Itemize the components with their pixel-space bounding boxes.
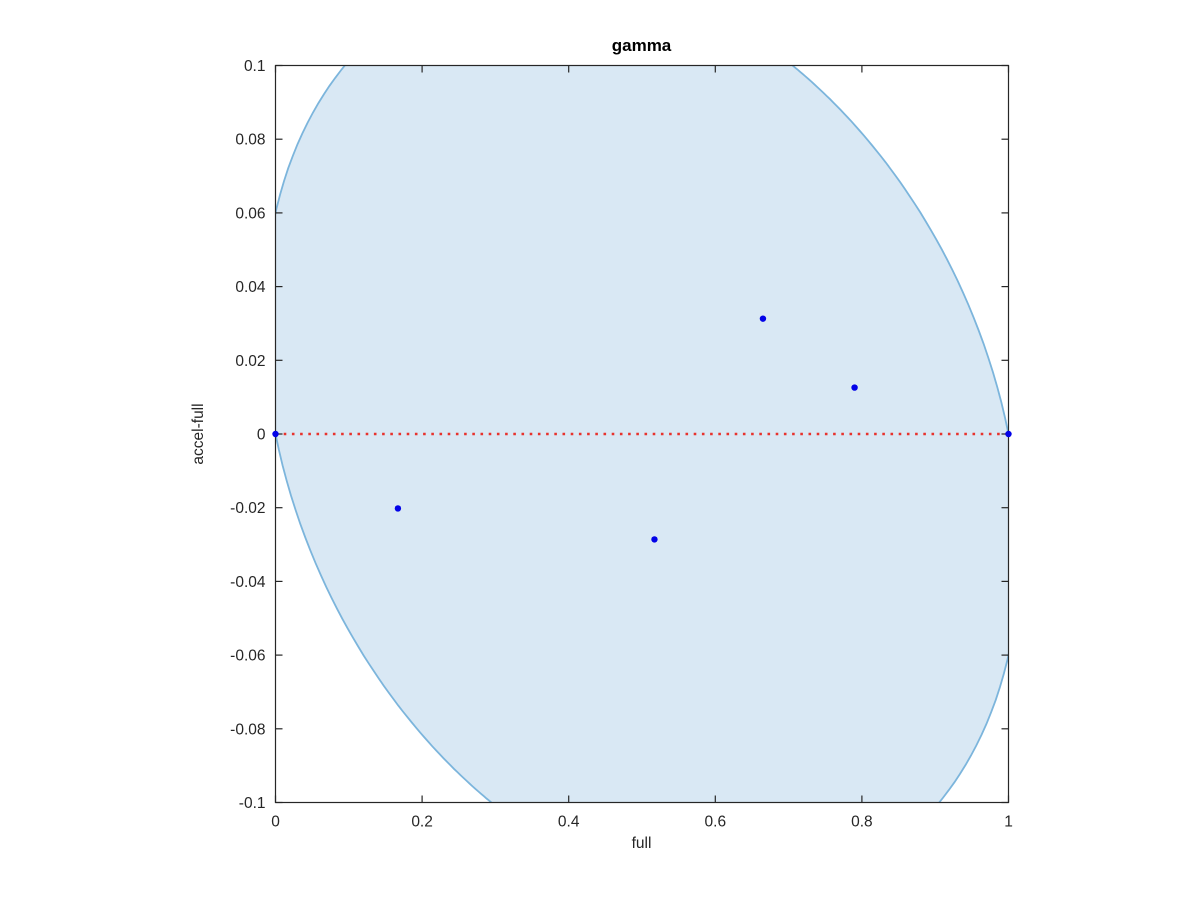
x-tick-label: 0.4: [558, 814, 580, 831]
y-tick-label: -0.02: [230, 500, 265, 517]
y-tick-label: -0.1: [239, 795, 266, 812]
chart-title: gamma: [611, 36, 672, 55]
x-tick-label: 0.6: [705, 814, 727, 831]
y-tick-label: -0.04: [230, 574, 266, 591]
data-point: [759, 315, 767, 322]
data-point: [394, 505, 402, 512]
x-tick-label: 0: [271, 814, 280, 831]
shaded-region: [275, 65, 1009, 803]
data-point: [272, 430, 279, 438]
data-point: [1005, 430, 1012, 438]
data-point: [651, 536, 658, 543]
y-tick-label: 0.08: [235, 132, 265, 149]
y-tick-label: 0.02: [235, 353, 265, 370]
y-tick-label: -0.06: [230, 648, 265, 665]
y-tick-label: 0.1: [244, 58, 266, 75]
x-tick-label: 1: [1004, 814, 1013, 831]
y-tick-label: 0: [257, 427, 266, 444]
y-tick-label: -0.08: [230, 721, 265, 738]
y-tick-label: 0.06: [235, 205, 265, 222]
y-axis-label: accel-full: [190, 403, 207, 465]
x-tick-label: 0.8: [851, 814, 873, 831]
x-axis-label: full: [631, 835, 652, 852]
y-tick-label: 0.04: [235, 279, 266, 296]
x-tick-label: 0.2: [411, 814, 433, 831]
data-point: [851, 384, 858, 391]
